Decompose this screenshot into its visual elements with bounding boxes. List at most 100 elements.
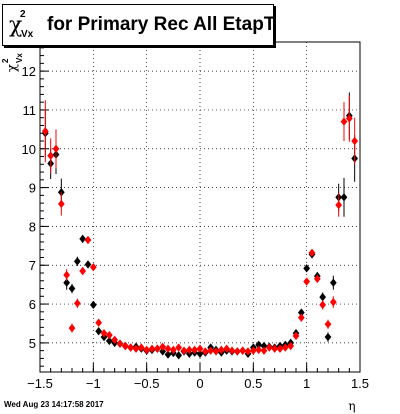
y-tick-label: 11 — [23, 103, 37, 118]
data-point — [57, 199, 65, 209]
data-point — [175, 343, 183, 352]
data-point — [180, 346, 188, 355]
data-point — [159, 347, 167, 356]
data-point — [169, 345, 177, 355]
data-point — [164, 344, 172, 353]
data-point — [73, 299, 81, 308]
x-tick-label: −0.5 — [134, 376, 160, 391]
data-point — [111, 335, 119, 344]
data-point — [255, 340, 263, 350]
title-superscript: 2 — [20, 9, 26, 20]
data-point — [175, 351, 183, 360]
data-point — [207, 346, 215, 355]
data-point — [79, 266, 87, 276]
data-point — [217, 345, 225, 355]
data-point — [95, 327, 103, 336]
data-point — [249, 346, 257, 355]
data-series — [41, 92, 359, 360]
data-point — [132, 344, 140, 353]
data-point — [121, 341, 129, 351]
data-point — [116, 339, 124, 348]
data-point — [329, 297, 337, 307]
data-point — [303, 277, 311, 286]
data-point — [297, 308, 305, 317]
data-point — [148, 344, 156, 353]
data-point — [308, 248, 316, 258]
data-point — [84, 260, 92, 269]
data-point — [127, 343, 135, 352]
data-point — [276, 344, 284, 353]
y-axis-label-symbol: χ — [5, 64, 20, 72]
data-point — [68, 284, 76, 293]
data-point — [41, 127, 49, 136]
series-black — [41, 92, 359, 360]
y-tick-label: 6 — [29, 297, 36, 312]
y-axis-label: χ 2 Vx — [1, 53, 24, 72]
data-point — [271, 344, 279, 353]
data-point — [345, 114, 353, 123]
grid — [40, 42, 360, 372]
data-point — [297, 313, 305, 322]
data-point — [153, 344, 161, 353]
data-point — [340, 117, 348, 126]
data-point — [201, 347, 209, 356]
data-point — [196, 344, 204, 353]
data-point — [191, 345, 199, 355]
title-subscript: Vx — [21, 29, 34, 40]
title-chi-symbol: χ — [9, 13, 23, 38]
data-point — [319, 300, 327, 310]
data-point — [89, 300, 97, 310]
chart-title: for Primary Rec All EtapT — [47, 14, 276, 35]
data-point — [319, 292, 327, 302]
data-point — [159, 342, 167, 351]
x-tick-label: 0 — [196, 376, 203, 391]
data-point — [313, 274, 321, 284]
data-point — [212, 347, 220, 356]
data-point — [164, 350, 172, 359]
y-axis-label-superscript: 2 — [1, 58, 10, 63]
data-point — [260, 346, 268, 355]
data-point — [137, 343, 145, 352]
timestamp-footer: Wed Aug 23 14:17:58 2017 — [4, 400, 104, 409]
data-point — [303, 264, 311, 273]
data-point — [351, 136, 359, 146]
data-point — [265, 343, 273, 352]
y-tick-label: 7 — [29, 258, 36, 273]
data-point — [84, 235, 92, 245]
data-point — [244, 347, 252, 356]
y-tick-label: 8 — [29, 219, 36, 234]
x-axis-label: η — [348, 399, 355, 413]
chart-title-box: χ 2 Vx for Primary Rec All EtapT — [2, 4, 276, 46]
data-point — [260, 341, 268, 351]
data-point — [105, 330, 113, 340]
data-point — [329, 278, 337, 287]
data-point — [287, 341, 295, 351]
data-point — [79, 234, 87, 244]
y-axis-label-subscript: Vx — [15, 53, 24, 63]
data-point — [335, 200, 343, 210]
y-tick-label: 5 — [29, 336, 36, 351]
data-point — [223, 344, 231, 353]
data-point — [292, 331, 300, 341]
y-tick-label: 10 — [22, 142, 36, 157]
data-point — [196, 349, 204, 358]
data-point — [100, 328, 108, 338]
axes: −1.5 −1 −0.5 0 0.5 1 1.5 5 6 7 8 9 10 11 12 — [22, 47, 369, 391]
data-point — [95, 318, 103, 327]
data-point — [73, 257, 81, 266]
data-point — [233, 347, 241, 356]
data-point — [63, 278, 71, 287]
x-tick-label: 1 — [303, 376, 310, 391]
data-point — [281, 343, 289, 352]
data-point — [52, 144, 60, 153]
data-point — [89, 262, 97, 272]
data-point — [228, 346, 236, 355]
data-point — [255, 345, 263, 355]
data-point — [324, 332, 332, 342]
x-tick-label: −1.5 — [27, 376, 53, 391]
data-point — [340, 193, 348, 202]
data-point — [47, 151, 55, 160]
series-red — [41, 95, 359, 356]
data-point — [63, 270, 71, 280]
